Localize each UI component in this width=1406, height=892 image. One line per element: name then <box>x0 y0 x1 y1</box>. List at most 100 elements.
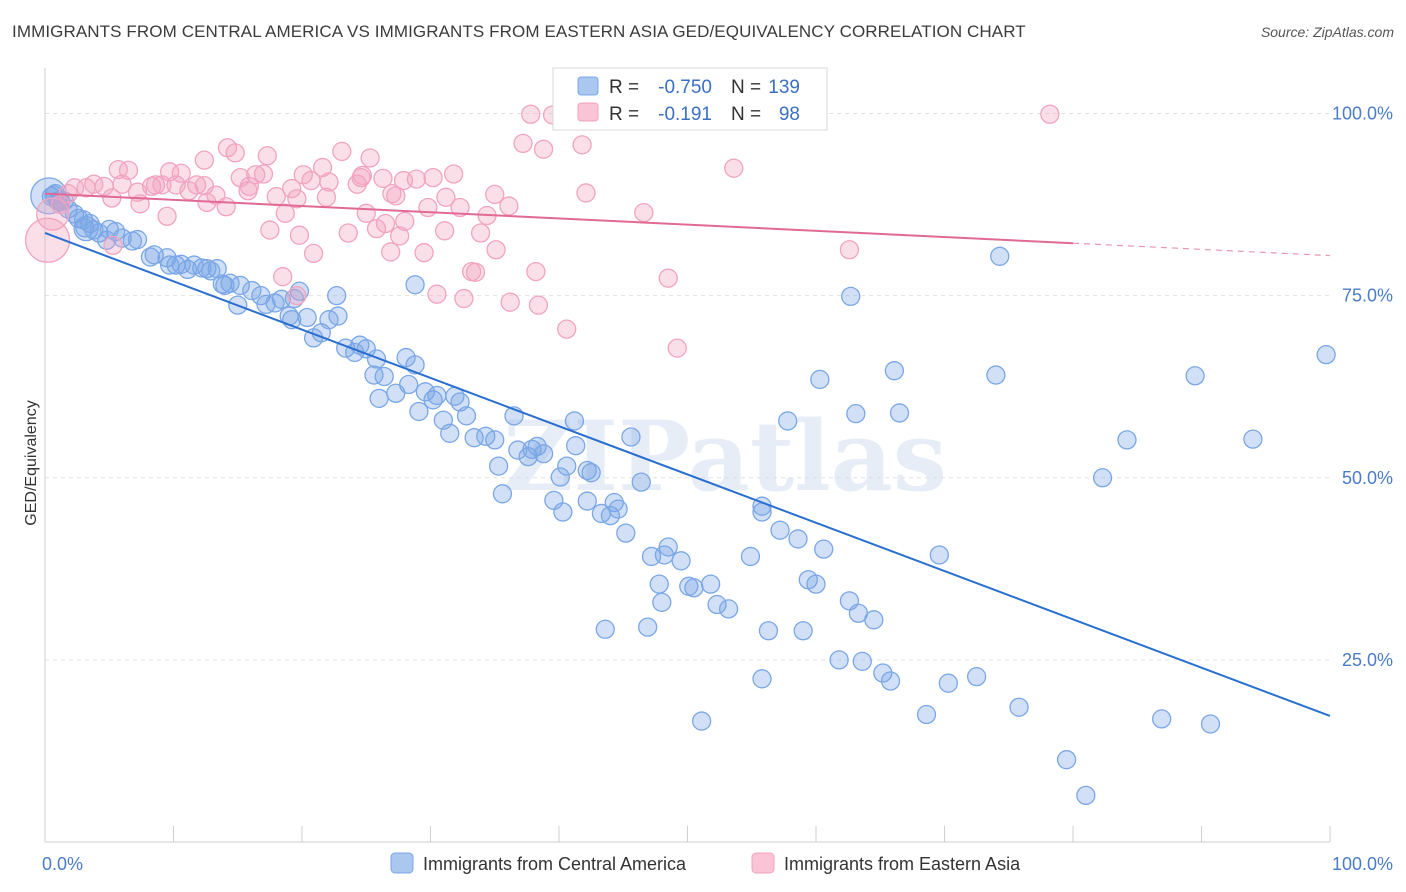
point-s1-39 <box>303 243 324 264</box>
point-s0-67 <box>492 484 513 504</box>
point-s0-114 <box>864 610 884 630</box>
point-s0-69 <box>508 440 528 460</box>
point-s0-55 <box>415 382 436 402</box>
point-s0-149 <box>97 230 117 250</box>
point-s0-71 <box>522 439 542 460</box>
point-s0-59 <box>440 423 460 443</box>
point-s1-79 <box>1040 104 1060 124</box>
point-s1-17 <box>157 206 177 226</box>
stats-swatch-central-america <box>577 76 599 96</box>
point-s1-95 <box>381 242 401 262</box>
point-s0-79 <box>564 411 585 431</box>
series-layer <box>24 104 1336 806</box>
point-s1-35 <box>282 178 302 199</box>
point-s1-75 <box>667 338 687 358</box>
point-s1-42 <box>332 141 352 162</box>
point-s1-85 <box>352 165 373 186</box>
point-s0-113 <box>852 651 872 671</box>
point-s1-80 <box>238 181 258 201</box>
point-s0-127 <box>1117 430 1137 450</box>
point-s1-91 <box>485 184 505 205</box>
point-s1-97 <box>287 285 307 306</box>
point-s0-65 <box>485 430 505 450</box>
point-s0-76 <box>557 456 577 476</box>
point-s1-19 <box>171 163 191 183</box>
point-s1-71 <box>557 319 577 339</box>
point-s1-10 <box>118 160 139 180</box>
point-s0-95 <box>671 551 691 571</box>
point-s0-15 <box>127 229 148 250</box>
trend-line-0 <box>44 232 1331 717</box>
point-s0-45 <box>356 339 376 359</box>
point-s1-64 <box>486 240 506 260</box>
stats-r-value-2: -0.191 <box>658 104 712 125</box>
point-s0-137 <box>990 246 1010 266</box>
point-s0-133 <box>810 369 830 390</box>
point-s1-27 <box>225 143 245 163</box>
stats-n-value-1: 139 <box>768 77 800 98</box>
point-s0-145 <box>405 275 425 295</box>
point-s0-104 <box>758 621 779 641</box>
point-s0-72 <box>527 436 547 457</box>
point-s0-110 <box>829 650 849 670</box>
point-s0-88 <box>616 523 636 543</box>
point-s1-58 <box>443 164 464 184</box>
point-s1-45 <box>356 203 376 223</box>
point-s1-86 <box>375 213 396 234</box>
point-s0-138 <box>1185 366 1205 386</box>
point-s1-55 <box>418 197 438 218</box>
point-s1-72 <box>576 183 596 203</box>
point-s1-48 <box>373 168 393 189</box>
point-s1-54 <box>414 243 434 263</box>
point-s1-87 <box>393 170 414 191</box>
bottom-legend: Immigrants from Central America Immigran… <box>390 852 1021 874</box>
point-s1-24 <box>194 150 214 170</box>
point-s1-37 <box>293 165 313 185</box>
stats-n-label-1: N = <box>731 77 761 98</box>
point-s0-128 <box>1152 709 1172 729</box>
point-s1-94 <box>572 135 592 155</box>
point-s1-59 <box>454 288 474 309</box>
y-tick-label-0: 100.0% <box>1332 104 1393 124</box>
y-tick-label-3: 25.0% <box>1342 650 1393 670</box>
point-s0-86 <box>608 499 628 519</box>
y-axis-title: GED/Equivalency <box>23 400 40 525</box>
stats-legend: R = -0.750 N = 139 R = -0.191 N = 98 <box>552 67 828 131</box>
point-s1-0 <box>50 194 71 215</box>
point-s0-121 <box>938 673 959 693</box>
point-s0-108 <box>806 574 826 594</box>
point-s0-155 <box>212 274 232 294</box>
point-s0-144 <box>327 285 347 306</box>
point-s1-51 <box>390 226 410 246</box>
point-s1-30 <box>246 165 266 185</box>
point-s1-82 <box>289 225 310 245</box>
point-s0-89 <box>631 472 651 492</box>
legend-label-central-america: Immigrants from Central America <box>423 854 687 874</box>
point-s0-153 <box>177 259 198 280</box>
chart-title: IMMIGRANTS FROM CENTRAL AMERICA VS IMMIG… <box>12 22 1026 41</box>
point-s1-89 <box>434 221 455 241</box>
point-s1-98 <box>273 267 293 287</box>
point-s0-105 <box>770 520 790 540</box>
point-s0-125 <box>1076 785 1096 806</box>
point-s0-98 <box>700 574 721 594</box>
point-s0-62 <box>456 406 477 426</box>
point-s0-129 <box>1200 714 1221 734</box>
point-s0-123 <box>1009 697 1029 717</box>
point-s0-99 <box>707 594 727 615</box>
point-s1-8 <box>108 159 128 180</box>
point-s0-97 <box>684 578 704 598</box>
point-s0-116 <box>880 671 901 691</box>
point-s1-62 <box>470 223 491 243</box>
point-s1-83 <box>316 187 337 207</box>
point-s0-82 <box>577 491 597 511</box>
point-s0-118 <box>889 403 910 423</box>
point-s0-73 <box>533 444 554 464</box>
point-s0-41 <box>328 306 348 326</box>
point-s1-21 <box>186 175 207 195</box>
stats-n-label-2: N = <box>731 104 761 125</box>
point-s0-37 <box>297 307 317 328</box>
point-s1-92 <box>499 196 519 216</box>
point-s0-117 <box>884 361 905 381</box>
point-s0-28 <box>242 280 262 301</box>
